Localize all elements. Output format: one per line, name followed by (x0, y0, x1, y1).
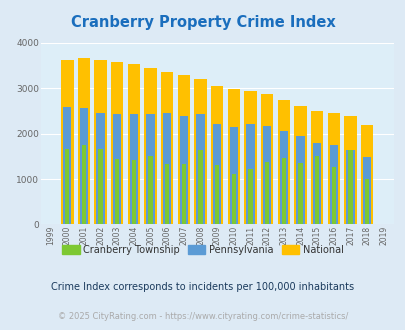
Bar (229, 127, 237, 224)
Bar (96, 113, 104, 224)
Bar (248, 169, 252, 224)
Bar (213, 124, 221, 224)
Bar (246, 124, 254, 224)
Bar (94, 60, 107, 224)
Bar (244, 90, 256, 224)
Bar (347, 150, 352, 224)
Bar (115, 159, 119, 224)
Bar (329, 145, 337, 224)
Bar (194, 79, 206, 224)
Bar (298, 163, 302, 224)
Bar (310, 112, 323, 224)
Bar (215, 164, 219, 224)
Bar (231, 174, 235, 224)
Bar (111, 62, 123, 224)
Bar (98, 148, 102, 224)
Bar (260, 94, 273, 224)
Bar (279, 131, 287, 224)
Bar (61, 60, 73, 224)
Bar (113, 114, 121, 224)
Text: Cranberry Property Crime Index: Cranberry Property Crime Index (70, 15, 335, 30)
Bar (196, 114, 204, 224)
Bar (277, 100, 290, 224)
Bar (312, 143, 320, 224)
Bar (362, 157, 371, 224)
Bar (296, 136, 304, 224)
Bar (163, 113, 171, 224)
Bar (294, 106, 306, 224)
Bar (165, 164, 169, 224)
Bar (82, 146, 86, 224)
Bar (262, 126, 271, 224)
Bar (65, 148, 69, 224)
Bar (343, 116, 356, 224)
Bar (264, 162, 269, 224)
Bar (364, 179, 368, 224)
Text: © 2025 CityRating.com - https://www.cityrating.com/crime-statistics/: © 2025 CityRating.com - https://www.city… (58, 312, 347, 321)
Bar (211, 86, 223, 224)
Bar (227, 89, 239, 224)
Bar (77, 58, 90, 224)
Bar (144, 68, 156, 224)
Bar (132, 160, 136, 224)
Bar (127, 64, 140, 224)
Bar (79, 108, 88, 224)
Bar (181, 164, 185, 224)
Bar (160, 72, 173, 224)
Bar (331, 167, 335, 224)
Bar (148, 156, 152, 224)
Bar (327, 113, 339, 224)
Bar (198, 149, 202, 224)
Bar (179, 116, 188, 224)
Bar (130, 114, 138, 224)
Bar (360, 124, 373, 224)
Bar (281, 158, 285, 224)
Bar (345, 150, 354, 224)
Bar (177, 75, 190, 224)
Legend: Cranberry Township, Pennsylvania, National: Cranberry Township, Pennsylvania, Nation… (58, 241, 347, 259)
Bar (314, 156, 318, 224)
Bar (63, 107, 71, 224)
Text: Crime Index corresponds to incidents per 100,000 inhabitants: Crime Index corresponds to incidents per… (51, 282, 354, 292)
Bar (146, 114, 154, 224)
